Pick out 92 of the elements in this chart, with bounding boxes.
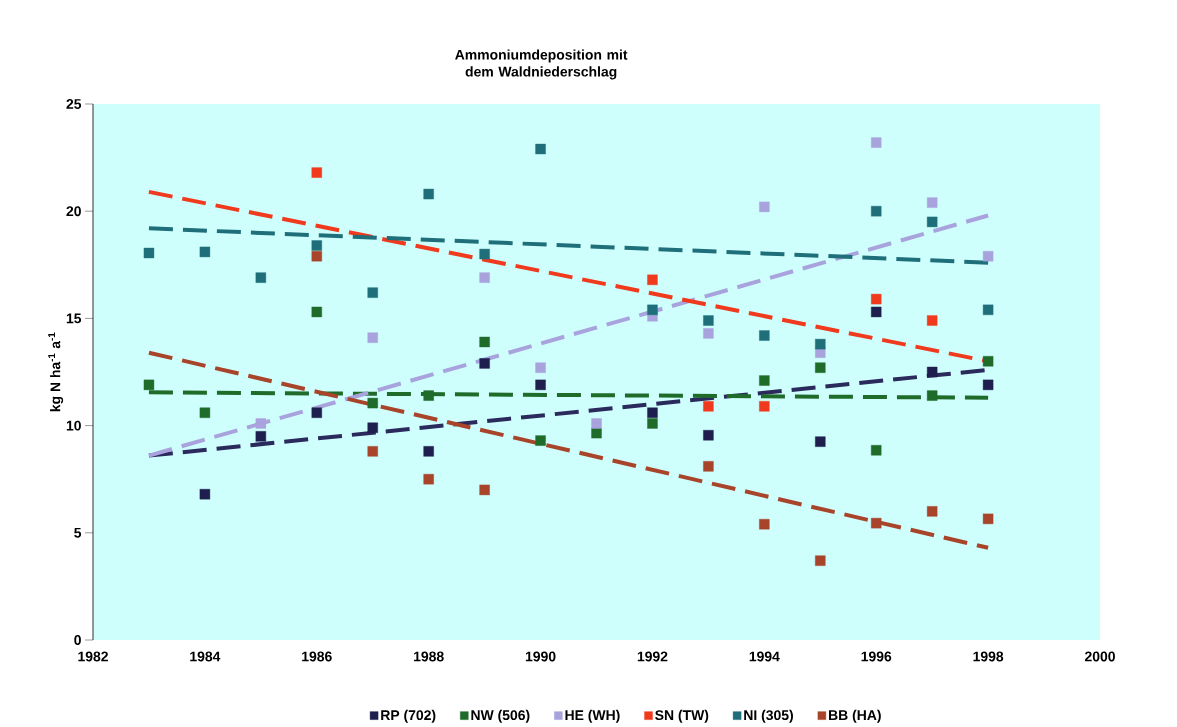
point xyxy=(535,435,546,446)
point xyxy=(871,306,882,318)
point xyxy=(591,427,602,439)
point xyxy=(311,251,322,262)
point xyxy=(367,332,378,343)
point xyxy=(311,407,322,418)
x-tick-label: 1990 xyxy=(525,651,556,662)
x-tick-label: 1984 xyxy=(190,651,221,662)
point xyxy=(367,422,378,433)
point xyxy=(535,379,546,391)
point xyxy=(647,407,658,418)
point xyxy=(367,446,378,457)
y-tick-label: 10 xyxy=(66,420,81,431)
point xyxy=(703,401,714,412)
point xyxy=(815,555,826,566)
point xyxy=(759,201,770,213)
x-tick-label: 1986 xyxy=(302,651,332,662)
point xyxy=(871,517,882,529)
point xyxy=(871,206,882,217)
x-tick-label: 1982 xyxy=(78,651,108,662)
legend-label: RP (702) xyxy=(381,709,436,723)
point xyxy=(926,315,938,326)
point xyxy=(703,328,714,339)
point xyxy=(759,519,770,530)
point xyxy=(311,167,322,178)
point xyxy=(871,293,882,305)
legend-label: NI (305) xyxy=(744,709,793,723)
y-tick-label: 25 xyxy=(66,99,82,109)
point xyxy=(926,216,938,228)
x-tick-label: 2000 xyxy=(1084,651,1115,662)
point xyxy=(423,474,434,485)
point xyxy=(759,330,770,341)
point xyxy=(423,390,434,401)
point xyxy=(982,304,994,316)
y-tick-label: 5 xyxy=(74,527,82,538)
point xyxy=(982,513,994,525)
point xyxy=(926,197,938,208)
point xyxy=(255,431,267,442)
point xyxy=(926,366,938,378)
chart-title: Ammoniumdeposition mit dem Waldniederschlag xyxy=(455,49,628,80)
point xyxy=(703,461,714,472)
point xyxy=(759,401,770,412)
point xyxy=(479,336,490,348)
point xyxy=(815,338,826,350)
point xyxy=(982,356,994,367)
point xyxy=(535,143,546,155)
point xyxy=(479,358,490,369)
point xyxy=(311,306,322,318)
point xyxy=(535,362,546,373)
point xyxy=(926,390,938,401)
point xyxy=(479,484,490,496)
point xyxy=(871,445,882,456)
point xyxy=(759,375,770,386)
legend-label: NW (506) xyxy=(471,709,530,723)
point xyxy=(143,379,155,391)
y-axis-title: kg N ha$^{-1}$ a$^{-1}$ xyxy=(48,332,64,412)
x-tick-label: 1996 xyxy=(861,651,892,662)
point xyxy=(199,489,211,500)
point xyxy=(982,251,994,262)
legend-label: BB (HA) xyxy=(829,709,881,723)
y-tick-label: 20 xyxy=(66,206,81,217)
point xyxy=(423,188,434,200)
point xyxy=(367,287,378,298)
point xyxy=(143,247,155,259)
point xyxy=(871,137,882,148)
point xyxy=(815,436,826,447)
point xyxy=(423,446,434,457)
legend-label: HE (WH) xyxy=(565,709,620,723)
point xyxy=(255,418,267,429)
point xyxy=(199,407,211,418)
point xyxy=(311,240,322,251)
point xyxy=(479,248,490,260)
point xyxy=(199,246,211,258)
point xyxy=(591,418,602,429)
point xyxy=(647,304,658,316)
y-tick-label: 0 xyxy=(74,635,81,645)
point xyxy=(703,430,714,441)
point xyxy=(647,274,658,285)
point xyxy=(647,418,658,429)
point xyxy=(982,379,994,391)
point xyxy=(255,272,267,283)
point xyxy=(926,506,938,517)
point xyxy=(367,397,378,409)
x-tick-label: 1994 xyxy=(749,651,780,662)
y-tick-label: 15 xyxy=(66,313,82,324)
x-tick-label: 1992 xyxy=(637,651,668,662)
x-tick-label: 1988 xyxy=(414,651,444,662)
point xyxy=(479,272,490,283)
x-tick-label: 1998 xyxy=(973,651,1004,662)
point xyxy=(815,362,826,373)
legend-label: SN (TW) xyxy=(655,709,709,723)
point xyxy=(703,315,714,326)
